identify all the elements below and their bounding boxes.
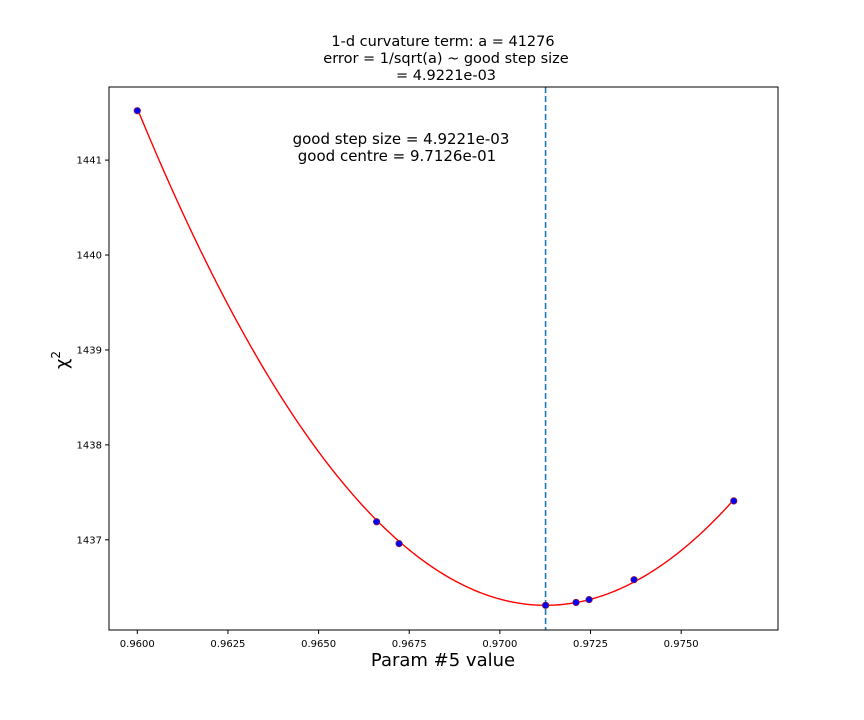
plot-content (133, 87, 738, 630)
chart-title-line-2: error = 1/sqrt(a) ~ good step size (323, 51, 568, 67)
y-tick-label: 1437 (77, 535, 102, 546)
annotation-line-2: good centre = 9.7126e-01 (298, 147, 496, 165)
annotation: good step size = 4.9221e-03 good centre … (293, 130, 510, 165)
chart-title-line-3: = 4.9221e-03 (396, 68, 496, 84)
x-tick-label: 0.9700 (482, 639, 517, 650)
fit-curve (136, 108, 735, 607)
y-tick-label: 1439 (77, 345, 102, 356)
annotation-line-1: good step size = 4.9221e-03 (293, 130, 510, 148)
x-tick-label: 0.9625 (210, 639, 245, 650)
y-axis-ticks: 1437 1438 1439 1440 1441 (77, 156, 109, 546)
chart-title: 1-d curvature term: a = 41276 error = 1/… (323, 34, 568, 84)
x-tick-label: 0.9650 (301, 639, 336, 650)
x-tick-label: 0.9750 (664, 639, 699, 650)
data-points (133, 107, 738, 609)
data-point (372, 518, 381, 526)
data-point (585, 596, 593, 604)
x-axis-label: Param #5 value (371, 650, 515, 671)
y-tick-label: 1441 (77, 156, 102, 167)
data-point (133, 107, 141, 115)
data-point (541, 601, 550, 609)
y-axis-label-base: χ (52, 359, 73, 369)
data-point (395, 540, 403, 548)
y-tick-label: 1440 (77, 251, 102, 262)
chart-title-line-1: 1-d curvature term: a = 41276 (331, 34, 554, 50)
data-point (572, 598, 580, 607)
y-tick-label: 1438 (77, 440, 102, 451)
plot-frame (108, 86, 779, 631)
y-axis-label-sup: 2 (49, 351, 63, 359)
y-axis-label: χ2 (49, 351, 73, 369)
x-tick-label: 0.9600 (120, 639, 155, 650)
x-tick-label: 0.9675 (392, 639, 427, 650)
data-point (630, 576, 638, 584)
x-tick-label: 0.9725 (573, 639, 608, 650)
data-point (730, 497, 738, 505)
x-axis-ticks: 0.9600 0.9625 0.9650 0.9675 0.9700 0.9725 0.97… (120, 630, 699, 650)
